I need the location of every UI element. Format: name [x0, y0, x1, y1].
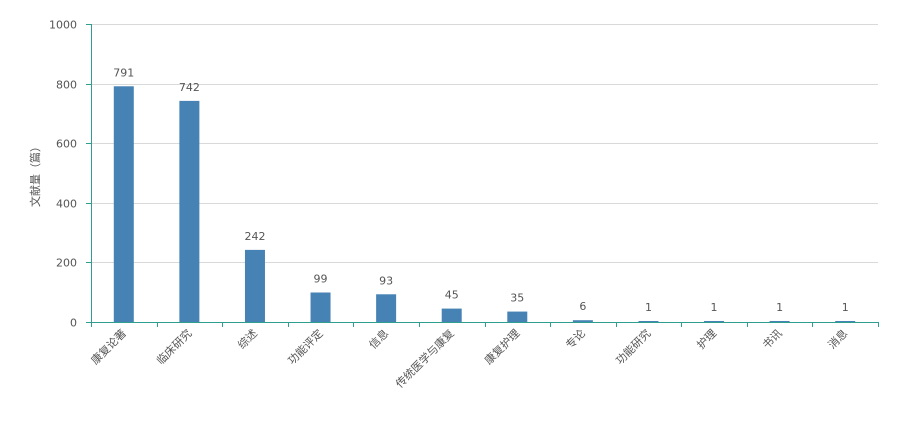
axes: [86, 24, 879, 327]
bar[interactable]: [704, 321, 725, 322]
category-label: 功能研究: [613, 326, 654, 367]
bar[interactable]: [638, 321, 659, 322]
bar[interactable]: [310, 292, 331, 322]
category-label: 专论: [563, 326, 588, 351]
category-label: 消息: [825, 326, 850, 351]
x-axis-categories: 康复论著 临床研究 综述 功能评定 信息 传统医学与康复 康复护理 专论 功能研究 护理 书讯 消息: [88, 326, 850, 390]
bar[interactable]: [244, 249, 265, 322]
data-label: 242: [244, 230, 265, 243]
data-label: 1: [645, 301, 652, 314]
category-label: 康复论著: [88, 326, 129, 367]
bar[interactable]: [572, 320, 593, 322]
category-label: 康复护理: [481, 326, 522, 367]
data-label: 35: [510, 292, 524, 305]
y-tick-label: 600: [56, 138, 77, 151]
data-labels: 791 742 242 99 93 45 35 6 1 1 1 1: [113, 66, 848, 314]
category-label: 综述: [235, 326, 260, 351]
y-axis-ticks: 0 200 400 600 800 1000: [49, 19, 77, 330]
data-label: 791: [113, 66, 134, 79]
y-tick-label: 200: [56, 257, 77, 270]
bar[interactable]: [113, 86, 134, 322]
bar[interactable]: [507, 311, 528, 322]
category-label: 功能评定: [285, 326, 326, 367]
category-label: 护理: [694, 326, 719, 351]
data-label: 1: [842, 301, 849, 314]
data-label: 742: [179, 81, 200, 94]
bars: [113, 86, 856, 322]
bar[interactable]: [441, 308, 462, 322]
bar[interactable]: [179, 100, 200, 322]
category-label: 传统医学与康复: [392, 326, 456, 390]
data-label: 1: [776, 301, 783, 314]
data-label: 1: [711, 301, 718, 314]
bar[interactable]: [835, 321, 856, 322]
data-label: 93: [379, 274, 393, 287]
grid-lines: [91, 24, 878, 263]
bar[interactable]: [769, 321, 790, 322]
bar[interactable]: [376, 294, 397, 322]
data-label: 45: [445, 289, 459, 302]
y-tick-label: 1000: [49, 19, 77, 32]
y-tick-label: 800: [56, 79, 77, 92]
data-label: 6: [579, 300, 586, 313]
y-tick-label: 0: [70, 317, 77, 330]
y-axis-label: 文献量（篇）: [28, 141, 42, 207]
y-tick-label: 400: [56, 198, 77, 211]
category-label: 临床研究: [153, 326, 194, 367]
category-label: 书讯: [760, 327, 785, 352]
data-label: 99: [314, 272, 328, 285]
category-label: 信息: [366, 326, 391, 351]
